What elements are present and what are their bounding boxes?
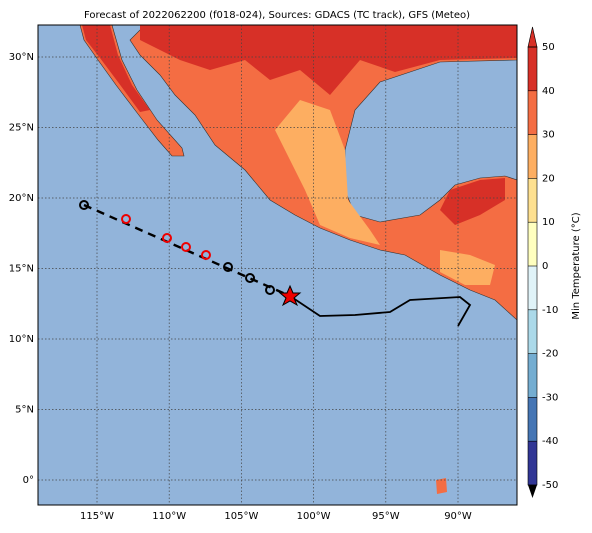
storm-white: [223, 262, 233, 272]
graticule: 115°W 110°W 105°W 100°W 95°W 90°W 30°N 25°N 20°N…: [9, 25, 517, 522]
map-frame: [37, 24, 518, 506]
lat-tick-label: 15°N: [9, 264, 34, 275]
lon-tick-label: 110°W: [152, 511, 186, 522]
lat-tick-label: 20°N: [9, 193, 34, 204]
track-forecast: [289, 295, 472, 327]
colorbar-label: Min Temperature (°C): [571, 212, 582, 319]
current-position: [278, 284, 302, 307]
colorbar-tick-label: -50: [542, 480, 558, 491]
storm-red: [181, 242, 191, 252]
storm-track: [79, 200, 472, 327]
colorbar-tick-label: 10: [542, 217, 555, 228]
storm-white: [265, 285, 275, 295]
colorbar-segment: [528, 47, 537, 91]
colorbar-tick-label: -10: [542, 305, 558, 316]
storm-white: [245, 273, 255, 283]
lon-tick-label: 115°W: [80, 511, 114, 522]
colorbar-segment: [528, 309, 537, 354]
colorbar-segment: [528, 441, 537, 485]
colorbar-tick-label: -30: [542, 392, 558, 403]
colorbar-tick-label: -20: [542, 349, 558, 360]
storm-symbols: [79, 200, 275, 295]
colorbar-tick-label: 0: [542, 261, 548, 272]
lat-tick-label: 25°N: [9, 123, 34, 134]
colorbar-extend-high: [527, 26, 538, 48]
lon-tick-label: 90°W: [444, 511, 472, 522]
warm-baja: [82, 25, 150, 112]
colorbar-tick-label: -40: [542, 436, 558, 447]
galapagos: [436, 478, 447, 494]
lat-tick-label: 5°N: [15, 405, 34, 416]
cool-plateau: [275, 100, 380, 245]
storm-white: [79, 200, 89, 210]
colorbar-segment: [528, 222, 537, 266]
warm-east: [440, 178, 505, 225]
lon-tick-label: 105°W: [224, 511, 258, 522]
storm-red: [121, 214, 131, 224]
map: [38, 25, 517, 505]
lon-tick-label: 95°W: [372, 511, 400, 522]
colorbar-segment: [528, 397, 537, 442]
colorbar: -50 -40 -30 -20 -10 0 10 20 30 40 50: [527, 26, 558, 498]
title: Forecast of 2022062200 (f018-024), Sourc…: [84, 10, 470, 21]
colorbar-segment: [528, 134, 537, 179]
lat-tick-label: 30°N: [9, 52, 34, 63]
colorbar-segment: [528, 266, 537, 310]
colorbar-tick-label: 50: [542, 42, 555, 53]
lat-tick-label: 0°: [23, 475, 34, 486]
cool-highland: [440, 250, 495, 285]
colorbar-segment: [528, 353, 537, 398]
storm-red: [162, 233, 172, 243]
colorbar-tick-label: 20: [542, 173, 555, 184]
colorbar-tick-label: 40: [542, 86, 555, 97]
colorbar-segment: [528, 90, 537, 135]
warm-region: [140, 25, 517, 95]
lon-tick-label: 100°W: [297, 511, 331, 522]
lat-tick-label: 10°N: [9, 334, 34, 345]
colorbar-segment: [528, 178, 537, 223]
colorbar-tick-label: 30: [542, 130, 555, 141]
colorbar-extend-low: [528, 485, 537, 498]
storm-red: [201, 250, 211, 260]
